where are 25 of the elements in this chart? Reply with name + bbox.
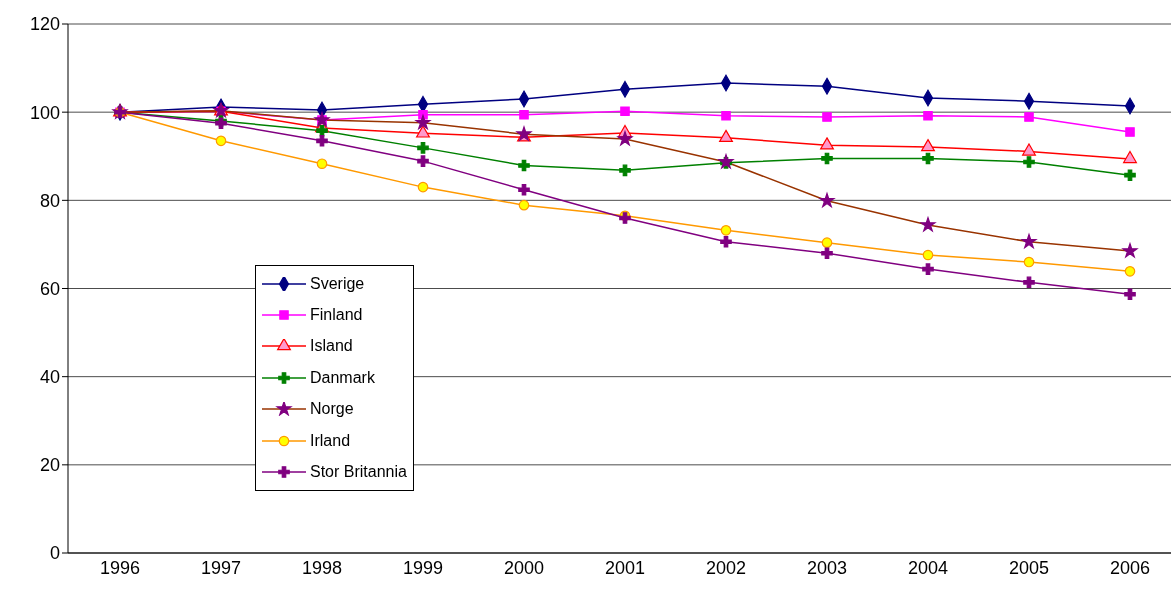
y-tick-label: 20 (39, 455, 60, 476)
legend-label: Finland (310, 306, 363, 325)
x-tick-label: 1997 (200, 557, 242, 578)
y-tick-label: 0 (49, 543, 60, 564)
y-tick-label: 80 (39, 190, 60, 211)
x-tick-label: 1999 (402, 557, 444, 578)
legend-label: Sverige (310, 274, 365, 293)
x-tick-label: 2003 (806, 557, 848, 578)
legend-label: Stor Britannia (310, 463, 407, 482)
x-tick-label: 1996 (99, 557, 141, 578)
y-tick-label: 100 (29, 102, 60, 123)
y-tick-label: 120 (29, 14, 60, 35)
x-tick-label: 2002 (705, 557, 747, 578)
x-tick-label: 1998 (301, 557, 343, 578)
legend-label: Island (310, 337, 353, 356)
x-tick-label: 2000 (503, 557, 545, 578)
legend-label: Irland (310, 431, 351, 450)
legend-label: Norge (310, 400, 354, 419)
x-tick-label: 2001 (604, 557, 646, 578)
x-tick-label: 2004 (907, 557, 949, 578)
y-tick-label: 40 (39, 367, 60, 388)
legend-label: Danmark (310, 368, 375, 387)
x-tick-label: 2005 (1008, 557, 1050, 578)
y-tick-label: 60 (39, 278, 60, 299)
x-tick-label: 2006 (1109, 557, 1151, 578)
